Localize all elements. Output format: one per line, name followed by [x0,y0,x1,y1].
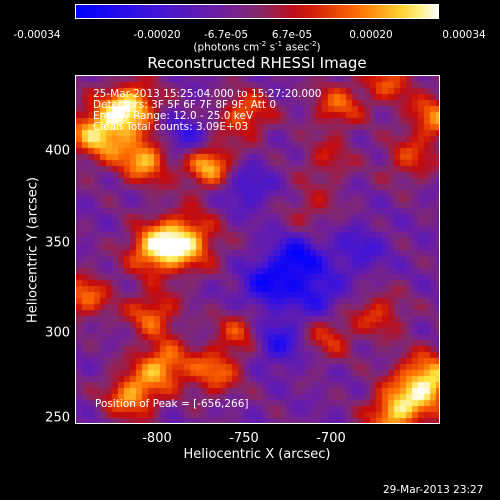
timestamp: 29-Mar-2013 23:27 [383,484,484,496]
x-tick-label: -800 [142,431,172,446]
colorbar-unit: (photons cm-2 s-1 asec-2) [193,40,321,54]
colorbar [75,4,439,19]
y-tick-label: 350 [45,235,70,251]
y-tick-label: 400 [45,143,70,159]
y-tick-label: 250 [45,410,70,426]
info-energy: Energy Range: 12.0 - 25.0 keV [93,110,254,122]
colorbar-tick: 0.00020 [349,29,393,41]
y-tick-label: 300 [45,325,70,341]
x-axis-label: Heliocentric X (arcsec) [183,447,331,462]
plot-area: 25-Mar-2013 15:25:04.000 to 15:27:20.000… [75,75,440,424]
colorbar-tick: -6.7e-05 [203,29,249,41]
colorbar-tick: 0.00034 [442,29,486,41]
colorbar-tick: -0.00020 [133,29,181,41]
chart-title: Reconstructed RHESSI Image [147,54,367,72]
info-clean: Clean Total counts: 3.09E+03 [93,121,249,133]
x-tick-label: -700 [316,431,346,446]
info-time: 25-Mar-2013 15:25:04.000 to 15:27:20.000 [93,88,322,100]
colorbar-tick: -0.00034 [13,29,61,41]
x-tick-label: -750 [229,431,259,446]
heatmap-image [76,76,439,423]
y-axis-label: Heliocentric Y (arcsec) [25,177,41,323]
peak-position-label: Position of Peak = [-656,266] [95,398,249,410]
colorbar-tick: 6.7e-05 [271,29,313,41]
info-detectors: Detectors: 3F 5F 6F 7F 8F 9F, Att 0 [93,99,277,111]
